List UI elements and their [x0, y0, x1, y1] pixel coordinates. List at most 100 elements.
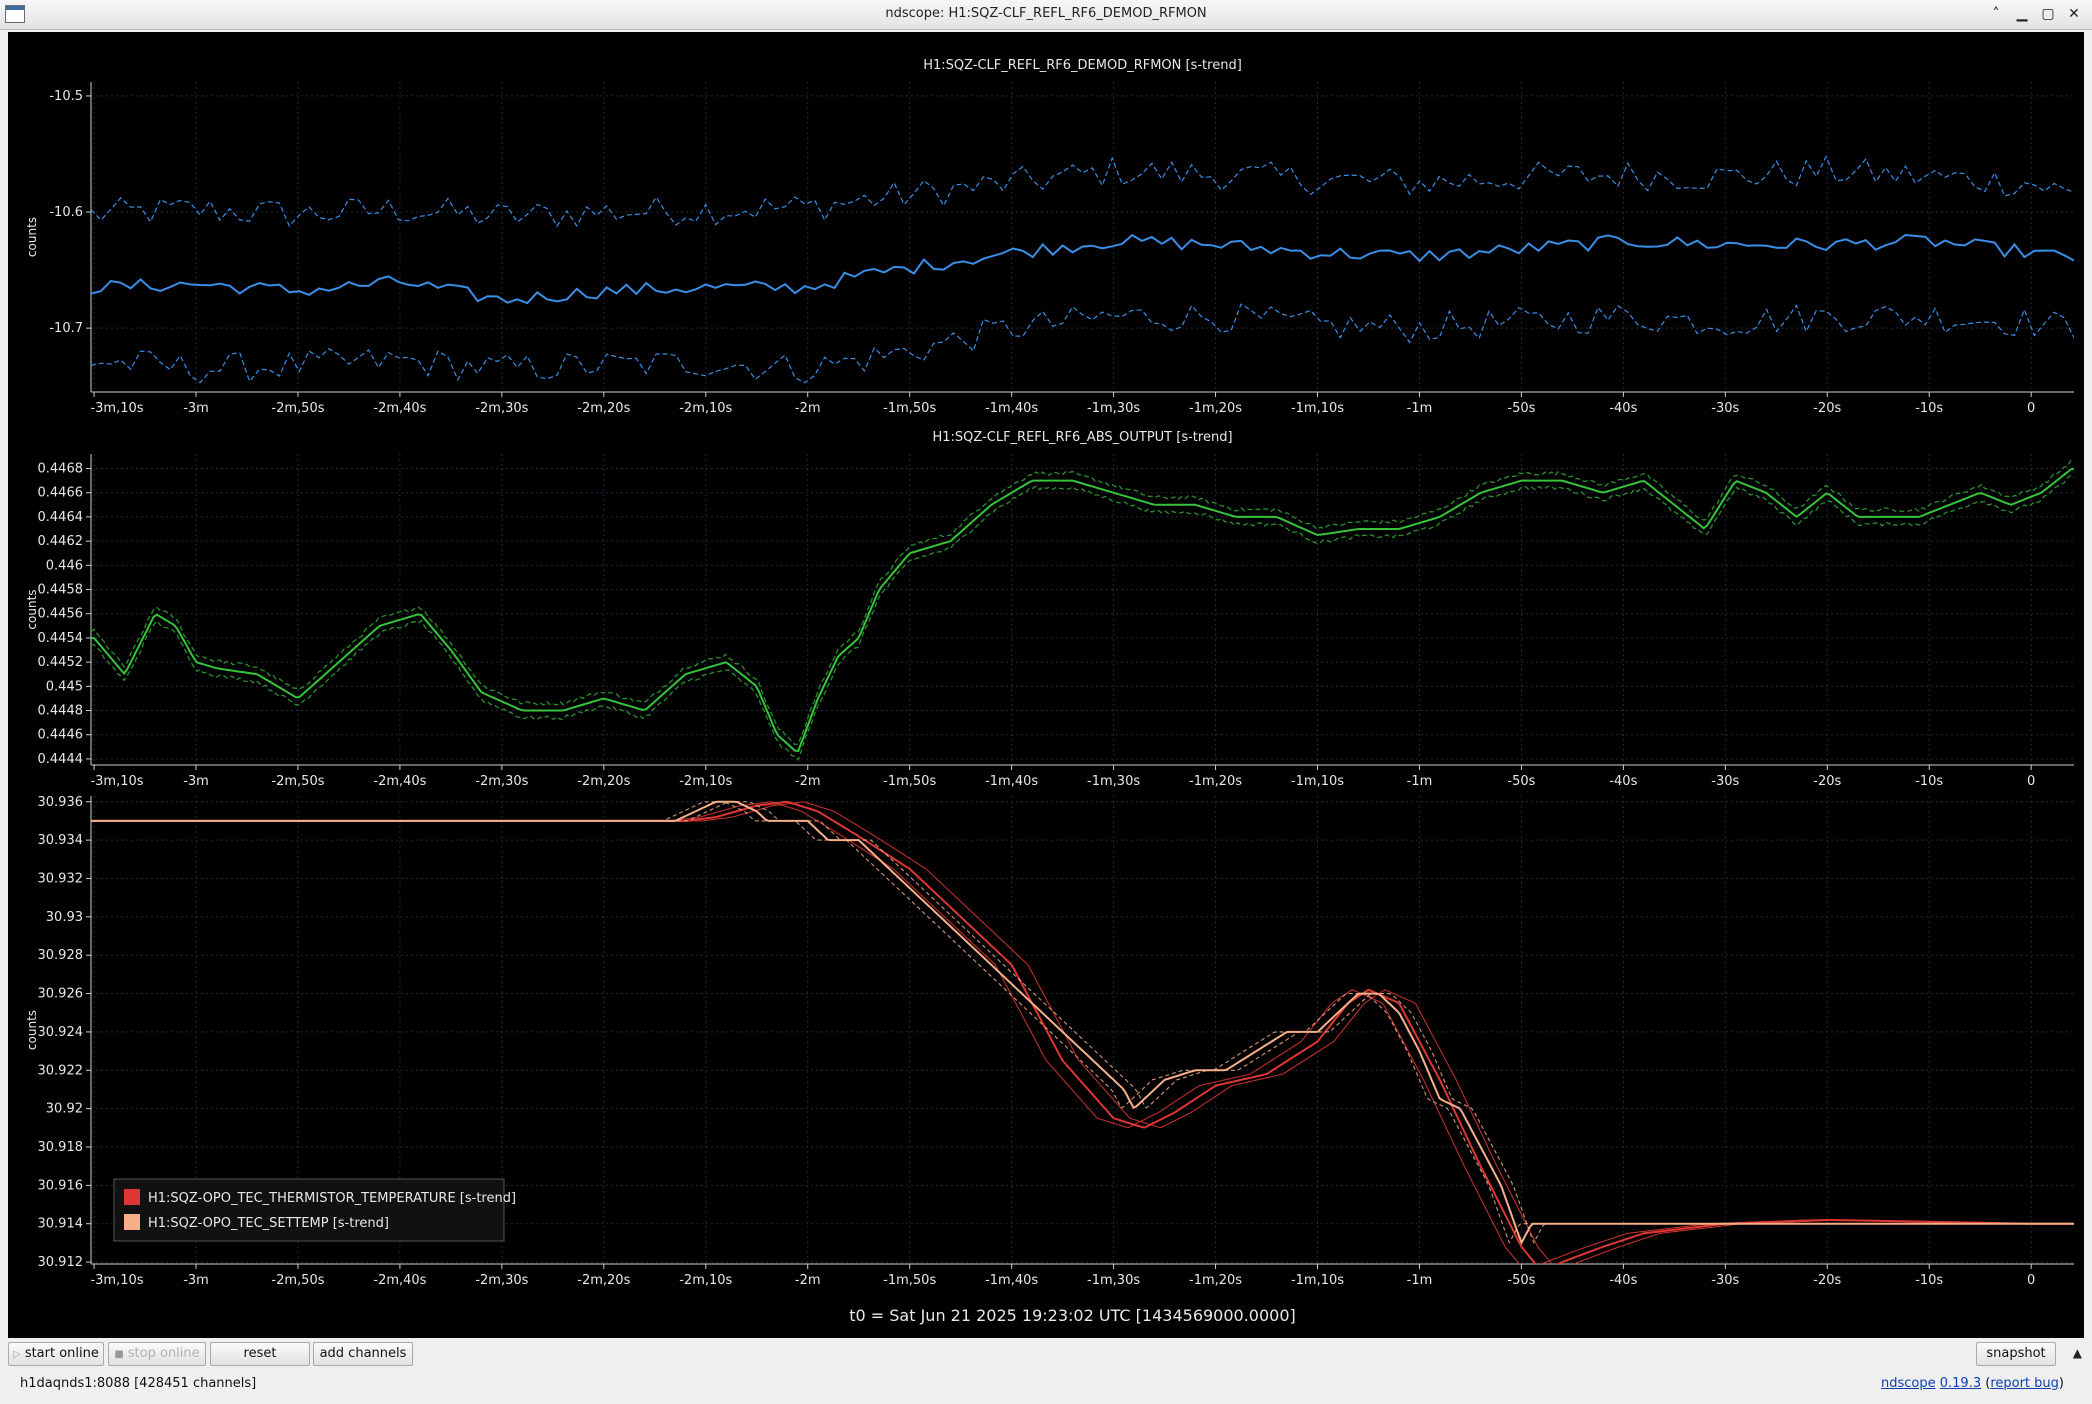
x-tick-label: -2m — [795, 1273, 821, 1288]
version-info: ndscope 0.19.3 (report bug) — [1881, 1376, 2064, 1391]
scope-plots[interactable]: -3m,10s -3m -2m,50s -2m,40s -2m,30s -2m,20s -2… — [8, 32, 2084, 1338]
plot-1[interactable]: -3m,10s -3m -2m,50s -2m,40s -2m,30s -2m,20s -2… — [25, 58, 2074, 416]
x-tick-label: -1m,10s — [1291, 774, 1344, 789]
x-tick-label: -1m,50s — [883, 1273, 936, 1288]
legend-label: H1:SQZ-OPO_TEC_THERMISTOR_TEMPERATURE [s… — [148, 1191, 516, 1206]
x-tick-label: -3m — [183, 774, 209, 789]
minimize-window-button[interactable]: ▁ — [2016, 6, 2028, 22]
expand-panel-icon[interactable]: ▲ — [2072, 1346, 2082, 1360]
trace-min — [91, 303, 2074, 384]
play-icon: ▷ — [13, 1349, 21, 1360]
version-link[interactable]: 0.19.3 — [1939, 1376, 1982, 1391]
y-tick-label: 0.4466 — [38, 486, 84, 501]
x-tick-label: -30s — [1711, 774, 1739, 789]
x-tick-label: -30s — [1711, 401, 1739, 416]
y-tick-label: 0.4444 — [38, 752, 84, 767]
x-tick-label: -1m,30s — [1087, 401, 1140, 416]
x-tick-label: -2m,30s — [475, 774, 528, 789]
x-tick-label: -3m,10s — [90, 401, 143, 416]
y-tick-label: 0.4458 — [38, 583, 84, 598]
trace-max — [91, 155, 2074, 228]
y-tick-label: 30.916 — [38, 1178, 84, 1193]
y-tick-label: 0.445 — [46, 679, 83, 694]
x-tick-label: -50s — [1507, 401, 1535, 416]
snapshot-button[interactable]: snapshot — [1976, 1342, 2056, 1366]
ndscope-link[interactable]: ndscope — [1880, 1376, 1936, 1391]
y-axis-label: counts — [25, 1010, 39, 1050]
x-tick-label: -2m,30s — [475, 1273, 528, 1288]
y-tick-label: 30.932 — [38, 871, 84, 886]
y-tick-label: 30.93 — [46, 910, 83, 925]
x-tick-label: -1m,50s — [883, 401, 936, 416]
y-tick-label: 0.4454 — [38, 631, 84, 646]
plot-legend[interactable]: H1:SQZ-OPO_TEC_THERMISTOR_TEMPERATURE [s… — [113, 1178, 516, 1242]
y-tick-label: 30.936 — [38, 795, 84, 810]
start-online-button[interactable]: ▷ start online — [8, 1342, 104, 1366]
x-tick-label: -20s — [1813, 1273, 1841, 1288]
t0-label: t0 = Sat Jun 21 2025 19:23:02 UTC [14345… — [849, 1306, 1296, 1325]
x-tick-label: -1m,50s — [883, 774, 936, 789]
y-tick-label: -10.5 — [49, 89, 83, 104]
x-tick-label: -2m,50s — [271, 1273, 324, 1288]
plot-2[interactable]: -3m,10s -3m -2m,50s -2m,40s -2m,30s -2m,20s -2… — [25, 430, 2074, 789]
y-tick-label: -10.7 — [49, 321, 83, 336]
x-tick-label: -1m — [1407, 774, 1433, 789]
x-tick-label: -2m,20s — [577, 401, 630, 416]
y-tick-label: 0.4448 — [38, 704, 84, 719]
stop-online-button[interactable]: ■ stop online — [108, 1342, 206, 1366]
trace-max — [91, 459, 2074, 746]
y-tick-label: 30.918 — [38, 1140, 84, 1155]
add-channels-button[interactable]: add channels — [313, 1342, 413, 1366]
trace-mean — [91, 467, 2074, 752]
y-tick-label: 30.914 — [38, 1217, 84, 1232]
y-axis-label: counts — [25, 217, 39, 257]
legend-box — [113, 1178, 505, 1242]
y-tick-label: 0.4452 — [38, 655, 84, 670]
trace-min — [91, 474, 2074, 761]
report-bug-link[interactable]: report bug — [1990, 1376, 2059, 1391]
app-icon[interactable] — [5, 5, 25, 23]
y-tick-label: 30.924 — [38, 1025, 84, 1040]
close-window-button[interactable]: ✕ — [2068, 6, 2080, 22]
x-tick-label: -1m,20s — [1189, 1273, 1242, 1288]
server-status: h1daqnds1:8088 [428451 channels] — [20, 1376, 257, 1391]
x-tick-label: -2m,50s — [271, 774, 324, 789]
x-tick-label: -2m,20s — [577, 1273, 630, 1288]
paren-close: ) — [2058, 1376, 2064, 1391]
reset-button[interactable]: reset — [210, 1342, 310, 1366]
x-tick-label: -1m,30s — [1087, 774, 1140, 789]
scope-plot-area[interactable]: -3m,10s -3m -2m,50s -2m,40s -2m,30s -2m,20s -2… — [8, 32, 2084, 1338]
window-titlebar: ndscope: H1:SQZ-CLF_REFL_RF6_DEMOD_RFMON… — [0, 0, 2092, 30]
x-tick-label: -50s — [1507, 1273, 1535, 1288]
x-tick-label: -1m — [1407, 1273, 1433, 1288]
y-tick-label: 30.912 — [38, 1255, 84, 1270]
x-tick-label: -1m,10s — [1291, 1273, 1344, 1288]
start-online-label: start online — [24, 1346, 99, 1361]
x-tick-label: -2m — [795, 774, 821, 789]
maximize-window-button[interactable]: ▢ — [2041, 6, 2055, 22]
x-tick-label: -2m,40s — [373, 401, 426, 416]
x-tick-label: -1m,20s — [1189, 401, 1242, 416]
plot-traces — [91, 459, 2074, 761]
trace-mean — [91, 233, 2074, 305]
y-tick-label: 30.926 — [38, 987, 84, 1002]
shade-window-button[interactable]: ˄ — [1992, 6, 2000, 22]
y-axis-label: counts — [25, 589, 39, 629]
x-tick-label: -3m,10s — [90, 774, 143, 789]
plot-3[interactable]: -3m,10s -3m -2m,50s -2m,40s -2m,30s -2m,20s -2… — [25, 795, 2084, 1288]
x-tick-label: -2m — [795, 401, 821, 416]
y-tick-label: 30.928 — [38, 948, 84, 963]
plot-title: H1:SQZ-CLF_REFL_RF6_ABS_OUTPUT [s-trend] — [932, 430, 1232, 445]
x-tick-label: -1m,40s — [985, 401, 1038, 416]
x-tick-label: -2m,50s — [271, 401, 324, 416]
x-tick-label: -3m,10s — [90, 1273, 143, 1288]
x-tick-label: 0 — [2027, 401, 2035, 416]
x-tick-label: -2m,40s — [373, 774, 426, 789]
window-title: ndscope: H1:SQZ-CLF_REFL_RF6_DEMOD_RFMON — [885, 6, 1207, 21]
x-tick-label: -40s — [1609, 1273, 1637, 1288]
plot-traces — [91, 800, 2074, 1264]
x-tick-label: -40s — [1609, 401, 1637, 416]
x-tick-label: -20s — [1813, 401, 1841, 416]
y-tick-label: 30.92 — [46, 1102, 83, 1117]
x-tick-label: -50s — [1507, 774, 1535, 789]
